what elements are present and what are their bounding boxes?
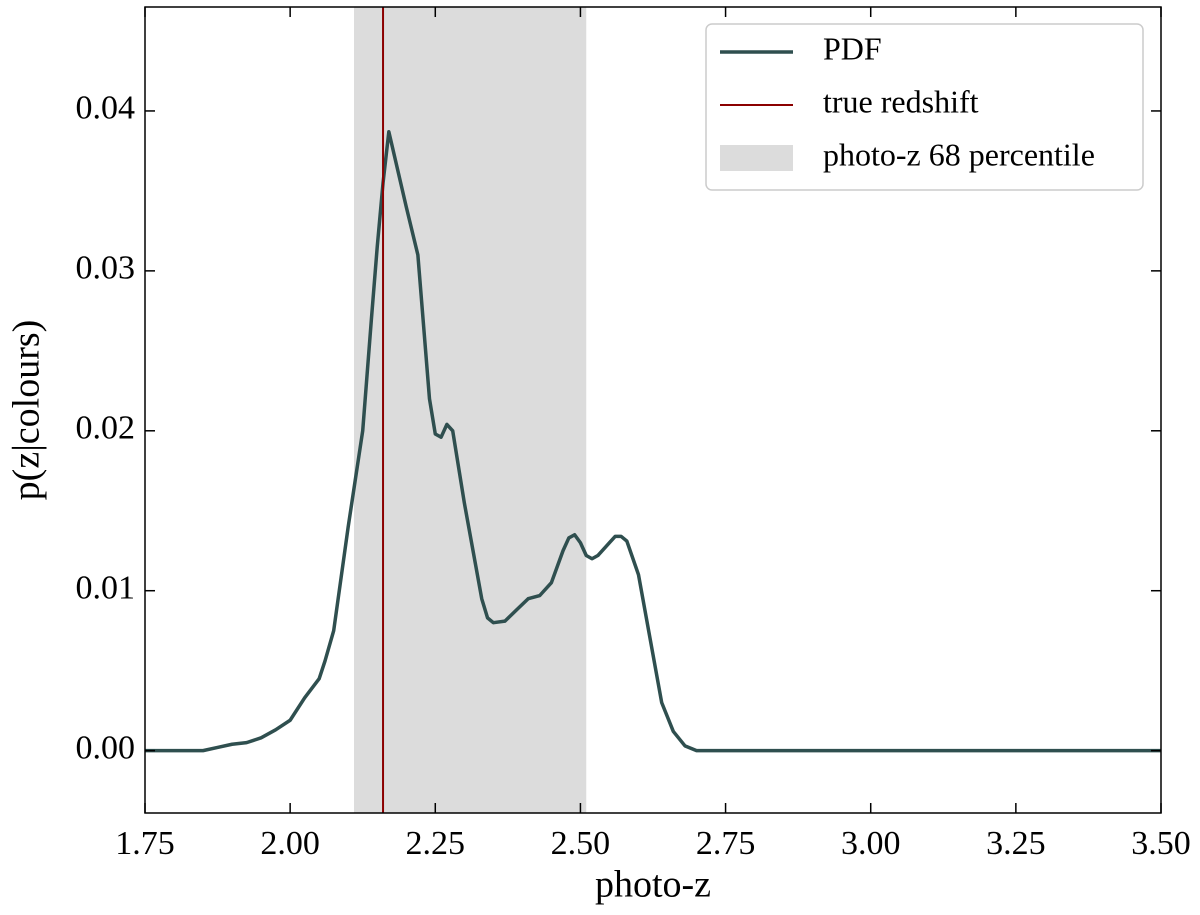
legend-label: PDF	[823, 30, 882, 66]
x-tick-label: 3.00	[841, 825, 901, 862]
y-tick-label: 0.01	[76, 570, 136, 607]
x-tick-label: 3.50	[1131, 825, 1191, 862]
x-tick-label: 2.50	[551, 825, 611, 862]
legend-box	[705, 23, 1144, 191]
legend-label: photo-z 68 percentile	[823, 136, 1095, 172]
y-tick-label: 0.03	[76, 250, 136, 287]
x-tick-label: 1.75	[115, 825, 175, 862]
x-tick-label: 2.75	[696, 825, 756, 862]
shaded-span	[354, 7, 587, 813]
y-axis-label: p(z|colours)	[6, 320, 48, 501]
plot-frame	[144, 6, 1162, 814]
x-tick-label: 3.25	[986, 825, 1046, 862]
x-tick-label: 2.25	[406, 825, 466, 862]
y-tick-label: 0.00	[76, 729, 136, 766]
y-tick-label: 0.04	[76, 90, 136, 127]
legend-swatch	[720, 145, 793, 171]
x-axis-label: photo-z	[595, 864, 711, 906]
legend-label: true redshift	[823, 83, 979, 119]
y-tick-label: 0.02	[76, 410, 136, 447]
pdf-line	[145, 129, 1161, 753]
x-tick-label: 2.00	[260, 825, 320, 862]
